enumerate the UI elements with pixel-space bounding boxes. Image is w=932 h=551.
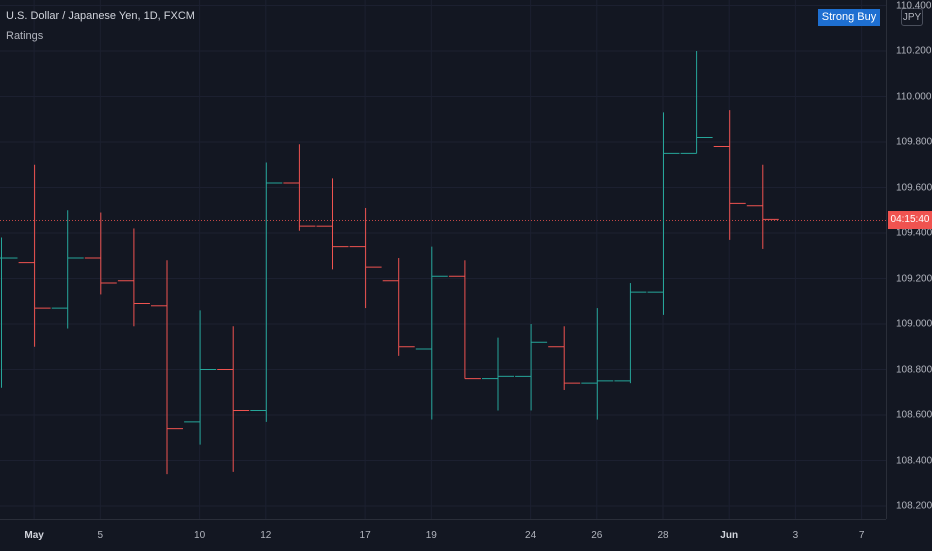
ohlc-bar[interactable] — [515, 324, 548, 411]
price-tick-label: 108.400 — [896, 455, 932, 466]
ohlc-bar[interactable] — [647, 112, 680, 315]
ohlc-bar[interactable] — [151, 260, 183, 475]
time-tick-label: 7 — [858, 530, 865, 541]
ohlc-bar[interactable] — [581, 308, 614, 420]
price-tick-label: 110.400 — [896, 0, 932, 11]
price-tick-label: 109.200 — [896, 273, 932, 284]
rating-badge[interactable]: Strong Buy — [818, 9, 880, 26]
ohlc-bar[interactable] — [448, 260, 481, 380]
ohlc-bar[interactable] — [316, 178, 349, 270]
price-tick-label: 110.000 — [896, 91, 932, 102]
price-tick-label: 109.800 — [896, 136, 932, 148]
ohlc-bar[interactable] — [184, 310, 217, 445]
ohlc-bar[interactable] — [614, 283, 647, 384]
time-tick-label: Jun — [720, 530, 739, 541]
price-tick-label: 109.400 — [896, 227, 932, 239]
price-tick-label: 108.600 — [896, 409, 932, 421]
time-tick-label: 5 — [97, 530, 104, 541]
ohlc-bar[interactable] — [18, 164, 51, 347]
time-tick-label: 10 — [194, 530, 206, 541]
ohlc-bar[interactable] — [680, 51, 713, 154]
ohlc-bar[interactable] — [415, 246, 448, 420]
ohlc-bar[interactable] — [0, 237, 18, 388]
ohlc-bar[interactable] — [250, 162, 283, 422]
ohlc-bar[interactable] — [117, 228, 150, 327]
ohlc-bar[interactable] — [482, 337, 514, 411]
price-tick-label: 109.000 — [896, 318, 932, 330]
time-tick-label: 3 — [792, 530, 799, 541]
price-tick-label: 108.200 — [896, 500, 932, 512]
currency-button[interactable]: JPY — [901, 8, 923, 26]
ohlc-bar[interactable] — [51, 210, 84, 329]
price-tick-label: 110.200 — [896, 45, 932, 57]
time-tick-label: 24 — [525, 530, 537, 541]
ohlc-bar[interactable] — [548, 326, 581, 390]
ohlc-bar[interactable] — [746, 164, 779, 249]
time-tick-label: 17 — [359, 530, 371, 541]
indicator-label: Ratings — [6, 30, 44, 42]
time-tick-label: May — [24, 530, 44, 541]
ohlc-bar[interactable] — [382, 258, 415, 356]
price-axis[interactable] — [886, 0, 932, 519]
time-tick-label: 19 — [425, 530, 437, 541]
ohlc-bar[interactable] — [283, 144, 316, 231]
time-tick-label: 28 — [657, 530, 669, 541]
symbol-title: U.S. Dollar / Japanese Yen, 1D, FXCM — [6, 10, 195, 22]
time-tick-label: 26 — [591, 530, 603, 541]
price-tick-label: 109.600 — [896, 182, 932, 193]
price-chart[interactable] — [0, 0, 886, 519]
ohlc-bar[interactable] — [713, 110, 746, 240]
ohlc-bar[interactable] — [84, 212, 117, 295]
time-tick-label: 12 — [260, 530, 272, 541]
ohlc-bar[interactable] — [217, 326, 250, 472]
time-axis[interactable] — [0, 519, 886, 551]
price-tick-label: 108.800 — [896, 364, 932, 375]
ohlc-bar[interactable] — [349, 207, 382, 309]
current-price-label: 04:15:40 — [888, 211, 932, 230]
